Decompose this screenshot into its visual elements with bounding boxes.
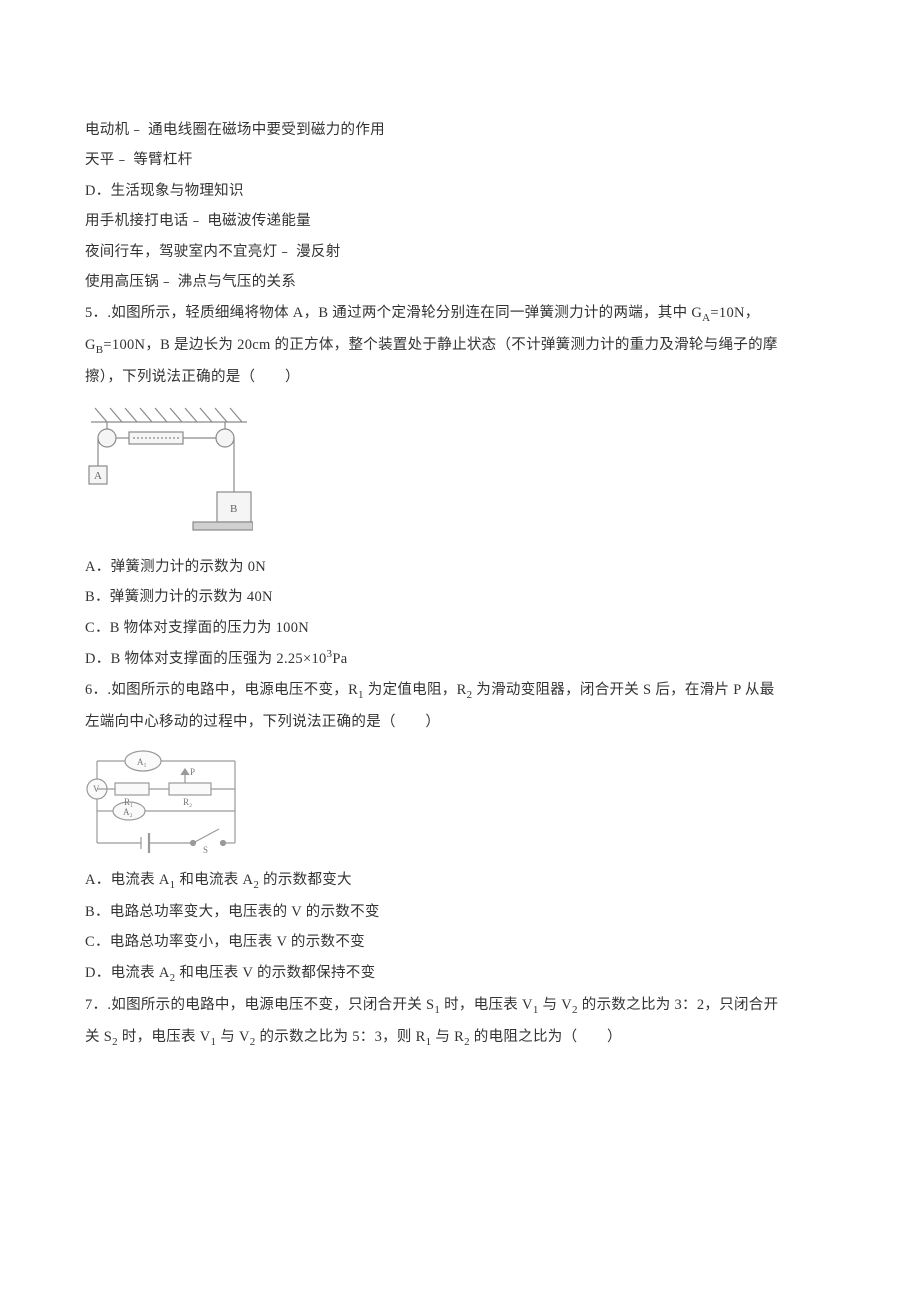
q5d-a: D．B 物体对支撑面的压强为 2.25×10 [85, 651, 327, 667]
label-a2: A₂ [123, 807, 133, 817]
line-motor: 电动机﹣ 通电线圈在磁场中要受到磁力的作用 [85, 115, 835, 145]
label-v: V [93, 784, 100, 794]
question-6-stem-1: 6．.如图所示的电路中，电源电压不变，R1 为定值电阻，R2 为滑动变阻器，闭合… [85, 675, 835, 707]
q5-option-c: C．B 物体对支撑面的压力为 100N [85, 613, 835, 643]
line-balance: 天平﹣ 等臂杠杆 [85, 145, 835, 175]
question-7-stem-2: 关 S2 时，电压表 V1 与 V2 的示数之比为 5：3，则 R1 与 R2 … [85, 1022, 835, 1054]
q6-a: 6．.如图所示的电路中，电源电压不变，R [85, 682, 358, 698]
hatch-marks [95, 408, 242, 422]
q7-d: 的示数之比为 3：2，只闭合开 [578, 997, 779, 1013]
q6-option-c: C．电路总功率变小，电压表 V 的示数不变 [85, 927, 835, 957]
line-pressure-cooker: 使用高压锅﹣ 沸点与气压的关系 [85, 267, 835, 297]
figure-5-pulley: A B [85, 402, 835, 542]
question-5-stem-1: 5．.如图所示，轻质细绳将物体 A，B 通过两个定滑轮分别连在同一弹簧测力计的两… [85, 298, 835, 330]
label-a: A [94, 470, 102, 482]
q7-b: 时，电压表 V [440, 997, 533, 1013]
q7-i: 与 R [431, 1029, 464, 1045]
line-phone: 用手机接打电话﹣ 电磁波传递能量 [85, 206, 835, 236]
q7-g: 与 V [216, 1029, 249, 1045]
q6d-a: D．电流表 A [85, 965, 170, 981]
q6-b: 为定值电阻，R [364, 682, 467, 698]
question-5-stem-2: GB=100N，B 是边长为 20cm 的正方体，整个装置处于静止状态（不计弹簧… [85, 330, 835, 362]
question-5-stem-3: 擦），下列说法正确的是（ ） [85, 362, 835, 392]
q5-option-a: A．弹簧测力计的示数为 0N [85, 552, 835, 582]
option-d-header: D．生活现象与物理知识 [85, 176, 835, 206]
label-s: S [203, 845, 208, 855]
label-p: P [190, 767, 195, 777]
label-r1: R₁ [124, 797, 133, 807]
q5-text-a: 5．.如图所示，轻质细绳将物体 A，B 通过两个定滑轮分别连在同一弹簧测力计的两… [85, 305, 702, 321]
q7-e: 关 S [85, 1029, 112, 1045]
q7-h: 的示数之比为 5：3，则 R [256, 1029, 426, 1045]
q5-text-c: G [85, 337, 96, 353]
q6a-c: 的示数都变大 [259, 872, 352, 888]
q6a-a: A．电流表 A [85, 872, 170, 888]
label-a1: A₁ [137, 757, 147, 767]
q5-option-b: B．弹簧测力计的示数为 40N [85, 582, 835, 612]
q5-text-d: =100N，B 是边长为 20cm 的正方体，整个装置处于静止状态（不计弹簧测力… [103, 337, 777, 353]
q6d-b: 和电压表 V 的示数都保持不变 [175, 965, 375, 981]
figure-6-circuit: A₁ V R₁ R₂ P A₂ S [85, 747, 835, 855]
q6-option-a: A．电流表 A1 和电流表 A2 的示数都变大 [85, 865, 835, 897]
label-b: B [230, 503, 237, 515]
q6-option-b: B．电路总功率变大，电压表的 V 的示数不变 [85, 897, 835, 927]
question-7-stem-1: 7．.如图所示的电路中，电源电压不变，只闭合开关 S1 时，电压表 V1 与 V… [85, 990, 835, 1022]
q7-f: 时，电压表 V [118, 1029, 211, 1045]
question-6-stem-2: 左端向中心移动的过程中，下列说法正确的是（ ） [85, 707, 835, 737]
label-r2: R₂ [183, 797, 192, 807]
q7-a: 7．.如图所示的电路中，电源电压不变，只闭合开关 S [85, 997, 434, 1013]
q6-c: 为滑动变阻器，闭合开关 S 后，在滑片 P 从最 [472, 682, 774, 698]
q5-option-d: D．B 物体对支撑面的压强为 2.25×103Pa [85, 643, 835, 674]
q7-c: 与 V [539, 997, 572, 1013]
q5-text-b: =10N， [710, 305, 759, 321]
q5d-b: Pa [332, 651, 347, 667]
q7-j: 的电阻之比为（ ） [470, 1029, 622, 1045]
line-night-drive: 夜间行车，驾驶室内不宜亮灯﹣ 漫反射 [85, 237, 835, 267]
q6a-b: 和电流表 A [175, 872, 253, 888]
q6-option-d: D．电流表 A2 和电压表 V 的示数都保持不变 [85, 958, 835, 990]
